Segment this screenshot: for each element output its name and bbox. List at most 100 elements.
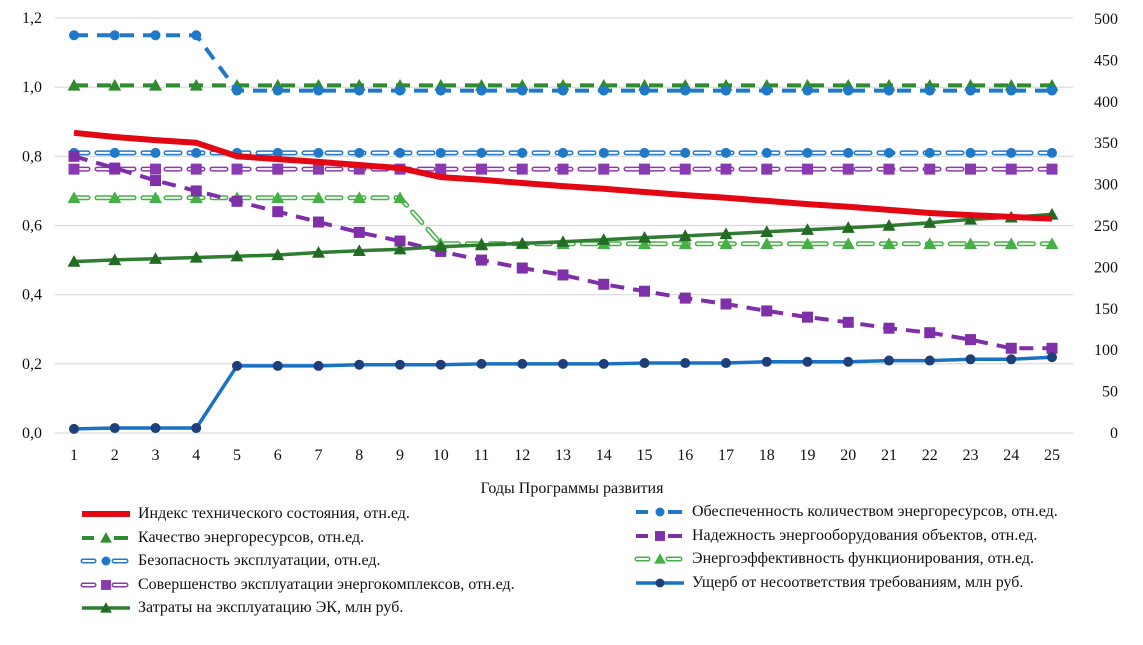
legend: Индекс технического состояния, отн.ед. Об… (0, 500, 1143, 645)
x-tick-label: 24 (1003, 447, 1019, 464)
data-point (638, 231, 651, 243)
x-tick-label: 21 (881, 447, 897, 464)
legend-item: Индекс технического состояния, отн.ед. (80, 503, 410, 525)
data-point (802, 356, 813, 367)
data-point (965, 163, 976, 175)
data-point (191, 30, 202, 41)
data-point (354, 359, 365, 370)
legend-swatch (636, 530, 682, 541)
data-point (883, 163, 895, 175)
data-point (558, 358, 568, 369)
legend-swatch (80, 556, 129, 566)
y2-tick-label: 200 (1094, 259, 1118, 276)
legend-label: Обеспеченность количеством энергоресурсо… (692, 503, 1058, 520)
x-tick-label: 4 (192, 447, 200, 464)
data-point (802, 85, 813, 96)
data-point (884, 147, 894, 158)
legend-label: Ущерб от несоответствия требованиям, млн… (692, 573, 1024, 591)
x-tick-label: 12 (514, 447, 530, 464)
y2-tick-label: 500 (1094, 11, 1118, 28)
data-point (924, 85, 935, 96)
legend-item: Энергоэффективность функционирования, от… (634, 548, 1034, 570)
data-point (352, 191, 366, 204)
data-point (109, 30, 120, 41)
x-tick-label: 5 (233, 447, 241, 464)
data-point (231, 163, 243, 175)
data-point (801, 237, 814, 250)
legend-marker (100, 531, 112, 543)
data-point (109, 162, 121, 174)
legend-swatch (634, 553, 683, 564)
x-axis-title: Годы Программы развития (481, 480, 665, 497)
data-point (924, 355, 935, 366)
data-point (1047, 352, 1057, 363)
data-point (68, 163, 80, 175)
data-point (924, 327, 936, 339)
data-point (598, 163, 610, 175)
data-point (882, 219, 896, 231)
data-point (354, 85, 365, 96)
x-tick-label: 13 (555, 447, 571, 464)
data-point (842, 316, 854, 328)
data-point (1006, 147, 1017, 158)
legend-item: Безопасность эксплуатации, отн.ед. (80, 550, 381, 572)
data-point (965, 147, 976, 158)
data-point (271, 248, 285, 261)
data-point (761, 147, 772, 158)
data-point (802, 163, 813, 175)
data-point (352, 244, 366, 257)
data-point (393, 191, 407, 204)
data-point (679, 292, 691, 304)
data-point (924, 147, 935, 158)
data-point (679, 163, 691, 175)
data-point (720, 163, 732, 175)
data-point (923, 237, 937, 250)
data-point (1006, 85, 1017, 96)
data-point (109, 423, 120, 434)
data-point (639, 285, 650, 297)
series-0 (73, 129, 1053, 222)
data-point (353, 163, 365, 175)
series-4 (69, 147, 1057, 158)
data-point (883, 322, 895, 334)
y2-tick-label: 450 (1094, 52, 1118, 69)
data-point (1046, 163, 1058, 175)
data-point (1047, 85, 1057, 96)
data-point (843, 85, 854, 96)
data-point (435, 147, 446, 158)
x-tick-label: 15 (637, 447, 653, 464)
x-tick-label: 22 (922, 447, 938, 464)
data-point (721, 147, 731, 158)
legend-label: Затраты на эксплуатацию ЭК, млн руб. (138, 599, 404, 616)
data-point (231, 195, 243, 207)
data-point (721, 358, 731, 369)
data-point (761, 305, 773, 317)
data-point (598, 278, 610, 290)
legend-swatch (82, 511, 130, 517)
y-tick-label: 0,6 (22, 218, 42, 235)
data-point (475, 238, 488, 251)
data-point (150, 423, 161, 434)
legend-swatch (82, 602, 130, 613)
legend-marker (101, 579, 111, 590)
y-tick-label: 1,0 (22, 79, 42, 96)
data-point (680, 147, 691, 158)
y2-tick-label: 350 (1094, 135, 1118, 152)
data-point (434, 240, 448, 252)
data-point (721, 85, 731, 96)
data-point (395, 85, 405, 96)
data-point (435, 163, 447, 175)
data-point (313, 216, 324, 228)
legend-marker (654, 553, 666, 564)
x-tick-label: 11 (474, 447, 489, 464)
legend-swatch (636, 507, 682, 517)
data-point (476, 358, 487, 369)
x-tick-label: 6 (274, 447, 282, 464)
x-tick-label: 17 (718, 447, 734, 464)
data-point (476, 254, 487, 266)
data-point (598, 147, 609, 158)
data-point (313, 360, 324, 371)
data-point (476, 147, 487, 158)
data-point (149, 191, 162, 204)
legend-label: Совершенство эксплуатации энергокомплекс… (138, 575, 515, 593)
